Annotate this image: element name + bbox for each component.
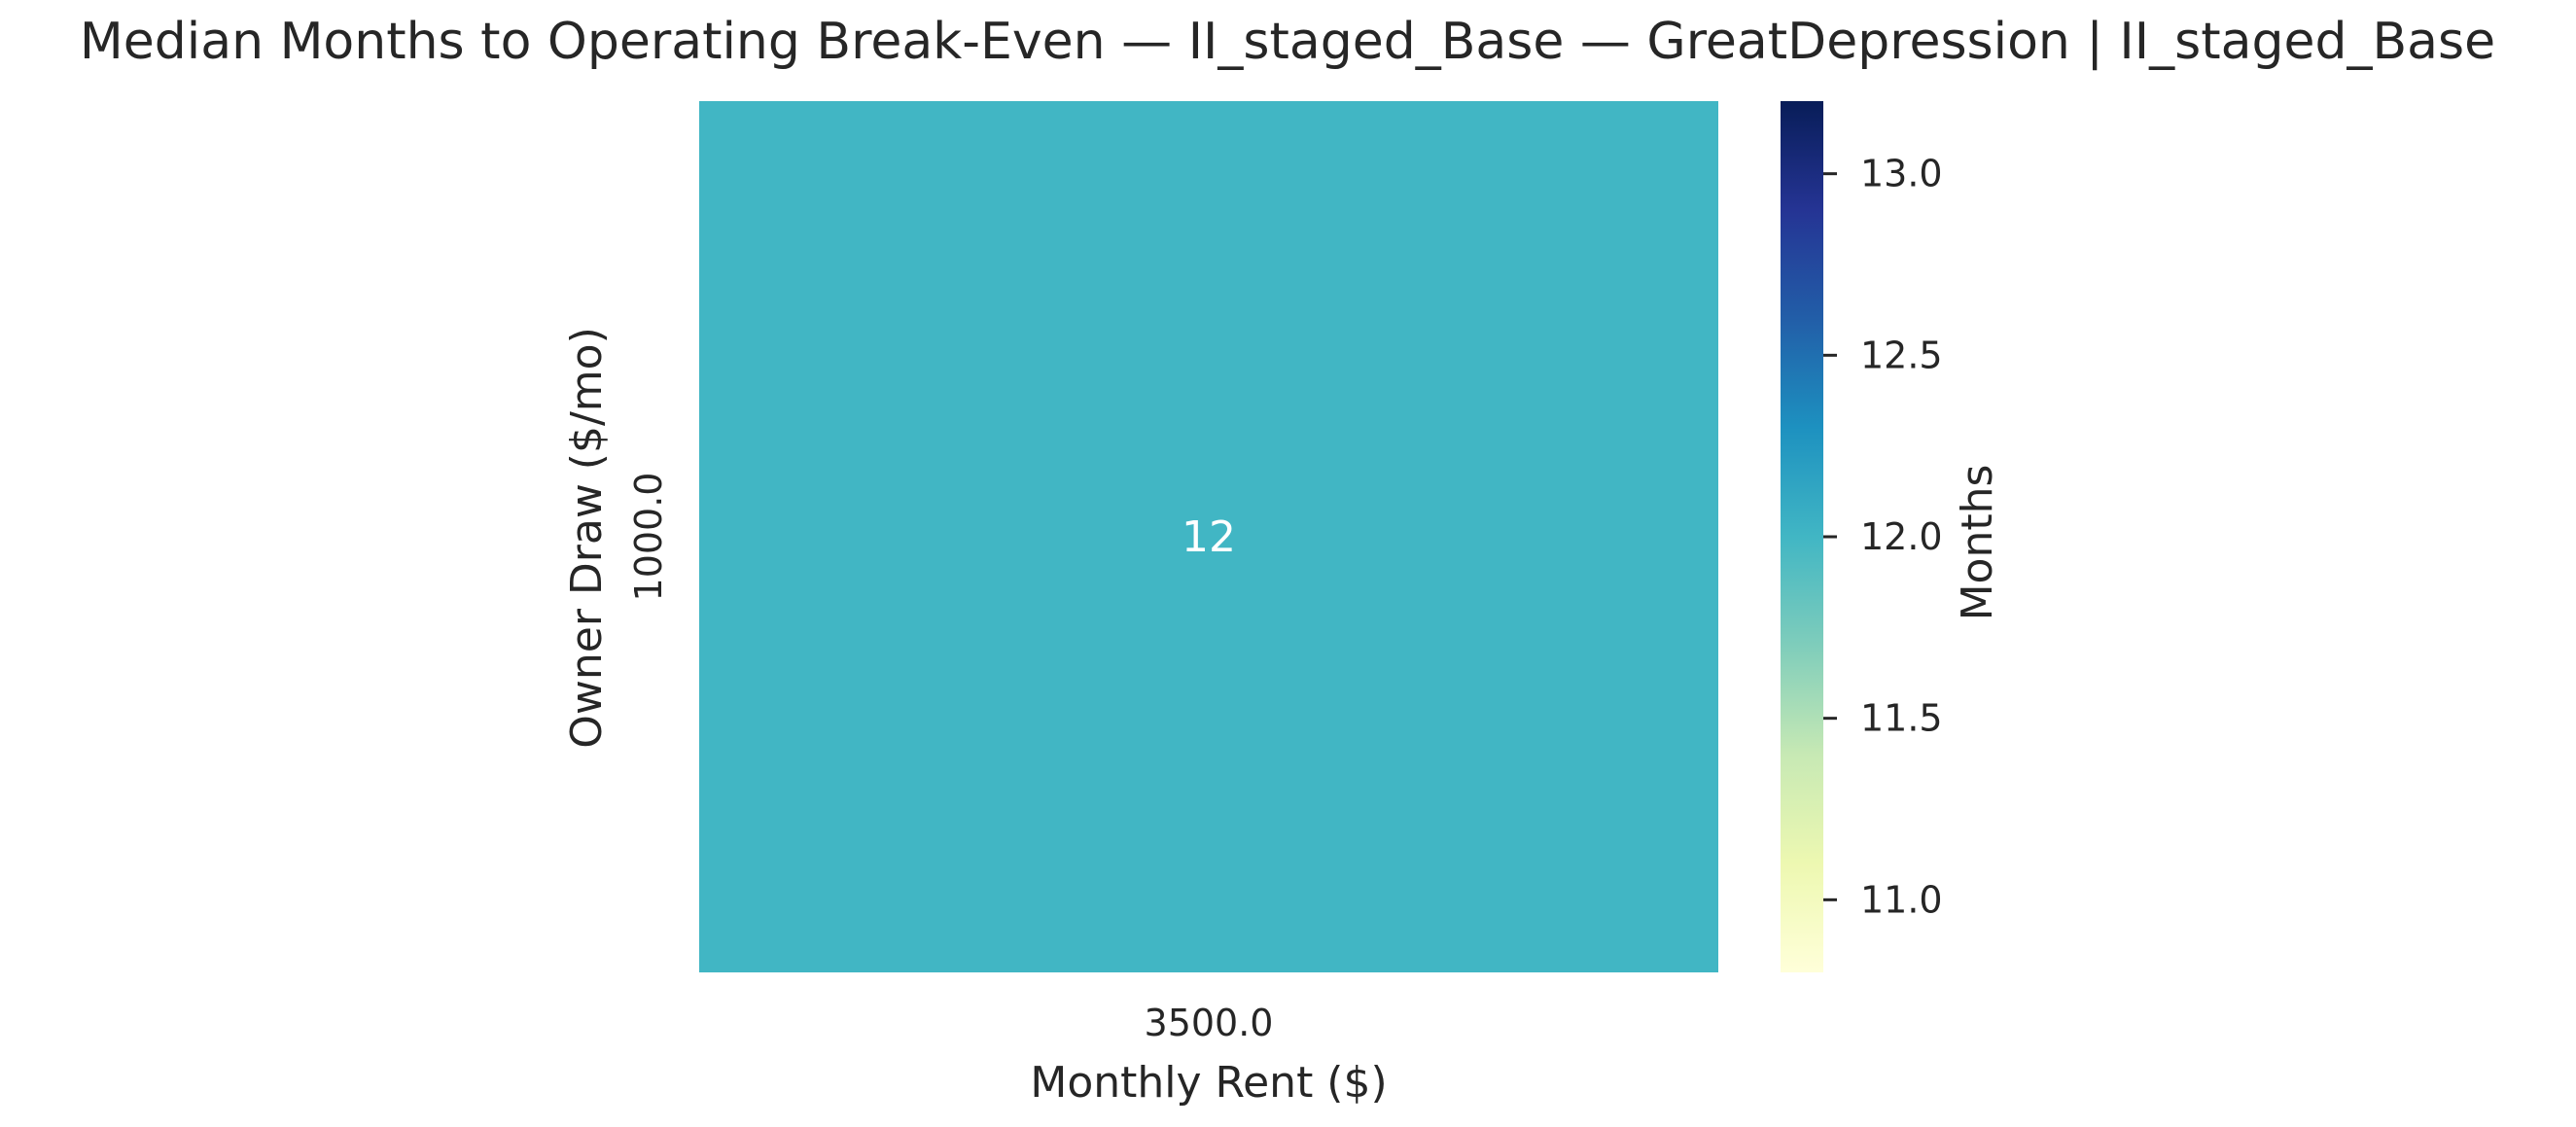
chart-title: Median Months to Operating Break-Even — …	[80, 13, 2495, 71]
colorbar-tick-label: 13.0	[1860, 153, 1943, 195]
x-tick-labels: 3500.0	[1145, 1002, 1274, 1044]
colorbar-tick-label: 11.0	[1860, 878, 1943, 921]
heatmap-cells: 12	[699, 101, 1718, 972]
colorbar-tick-label: 11.5	[1860, 697, 1943, 740]
colorbar-ticks: 11.0 11.5 12.0 12.5 13.0	[1823, 153, 1943, 921]
heatmap-cell	[699, 101, 1718, 972]
colorbar	[1781, 101, 1823, 972]
colorbar-tick-label: 12.5	[1860, 334, 1943, 376]
y-axis-label: Owner Draw ($/mo)	[562, 327, 612, 749]
y-tick-label: 1000.0	[627, 473, 670, 602]
y-tick-labels: 1000.0	[627, 473, 670, 602]
colorbar-tick-label: 12.0	[1860, 515, 1943, 558]
colorbar-label: Months	[1953, 465, 2002, 621]
x-axis-label: Monthly Rent ($)	[1030, 1058, 1387, 1108]
x-tick-label: 3500.0	[1145, 1002, 1274, 1044]
cell-value-label: 12	[1182, 512, 1236, 562]
